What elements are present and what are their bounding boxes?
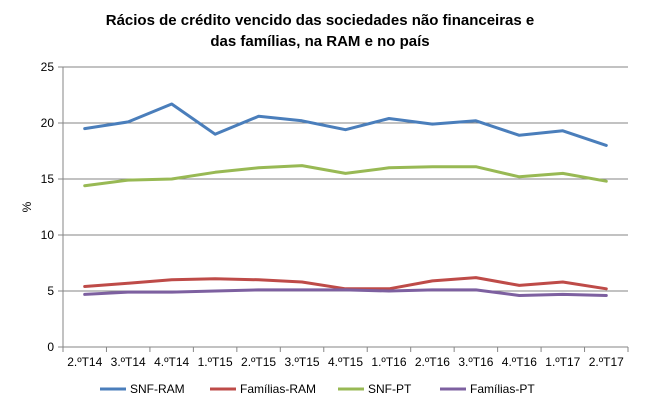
legend-label-1: Famílias-RAM [240,382,316,396]
y-tick-label-20: 20 [41,116,55,130]
legend-label-0: SNF-RAM [130,382,185,396]
series-lines [83,102,608,297]
chart-title: Rácios de crédito vencido das sociedades… [40,10,600,52]
series-line-2 [83,164,608,188]
x-tick-label-2: 4.ºT14 [154,355,189,369]
x-tick-label-3: 1.ºT15 [198,355,233,369]
y-tick-labels: 0 5 10 15 20 25 [41,60,55,354]
x-tick-label-11: 1.ºT17 [545,355,580,369]
legend: SNF-RAM Famílias-RAM SNF-PT Famílias-PT [100,382,535,396]
chart-title-line-2: das famílias, na RAM e no país [210,33,430,50]
legend-label-2: SNF-PT [368,382,412,396]
axes [58,66,629,352]
legend-label-3: Famílias-PT [470,382,535,396]
x-tick-labels: 2.ºT14 3.ºT14 4.ºT14 1.ºT15 2.ºT15 3.ºT15 4.ºT… [67,355,624,369]
x-tick-label-7: 1.ºT16 [371,355,406,369]
x-tick-label-1: 3.ºT14 [111,355,146,369]
x-tick-label-9: 3.ºT16 [458,355,493,369]
x-tick-label-12: 2.ºT17 [589,355,624,369]
y-tick-label-25: 25 [41,60,55,74]
x-tick-label-5: 3.ºT15 [284,355,319,369]
series-line-0 [83,102,608,147]
x-tick-label-6: 4.ºT15 [328,355,363,369]
y-tick-label-0: 0 [47,340,54,354]
y-axis-label: % [20,201,34,212]
y-tick-label-15: 15 [41,172,55,186]
x-tick-label-8: 2.ºT16 [415,355,450,369]
series-line-3 [83,288,608,297]
series-line-1 [83,276,608,291]
x-tick-label-4: 2.ºT15 [241,355,276,369]
y-tick-label-5: 5 [47,284,54,298]
y-tick-label-10: 10 [41,228,55,242]
chart-title-line-1: Rácios de crédito vencido das sociedades… [105,12,535,29]
x-tick-label-10: 4.ºT16 [502,355,537,369]
x-tick-label-0: 2.ºT14 [67,355,102,369]
